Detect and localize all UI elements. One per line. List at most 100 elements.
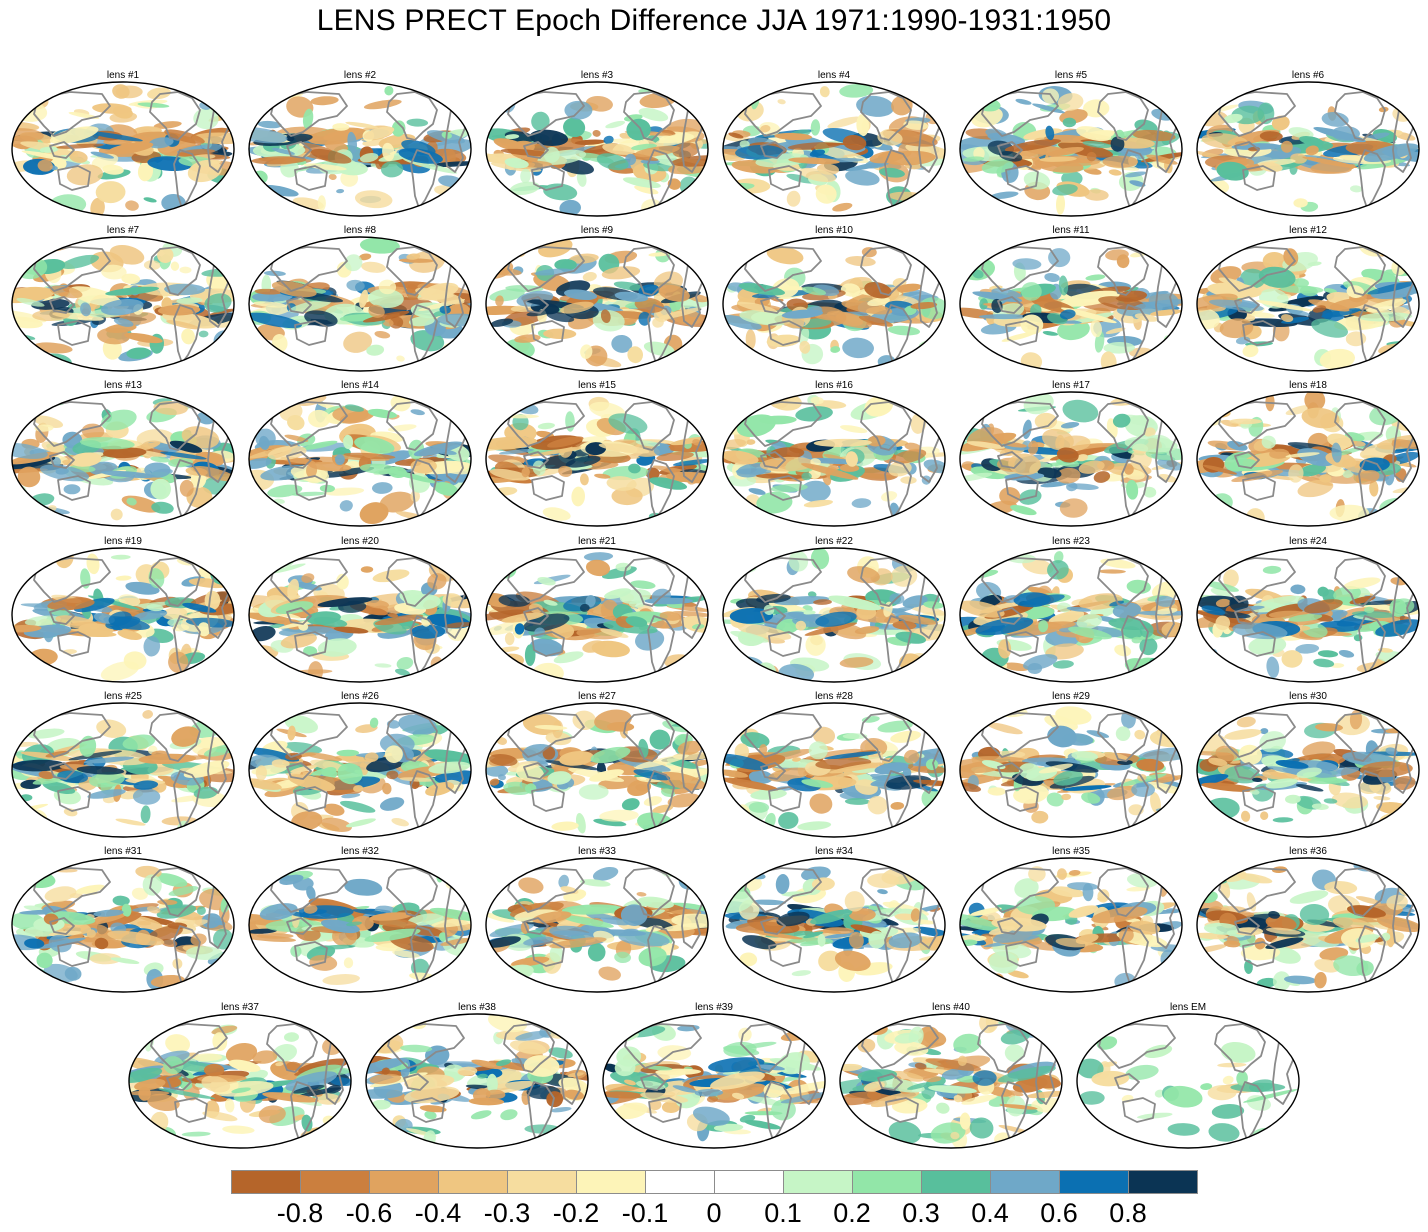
precip-blob bbox=[398, 714, 437, 736]
precip-blob bbox=[1066, 606, 1091, 612]
precip-blob bbox=[1138, 747, 1182, 762]
precip-blob bbox=[898, 614, 937, 625]
precip-blob bbox=[653, 444, 671, 457]
precip-blob bbox=[638, 946, 667, 967]
precip-blob bbox=[287, 415, 305, 431]
map-panel: lens #38 bbox=[364, 1002, 590, 1150]
precip-blob bbox=[611, 487, 643, 506]
figure-title: LENS PRECT Epoch Difference JJA 1971:199… bbox=[316, 4, 1112, 37]
precip-blob bbox=[903, 749, 920, 764]
precip-blob bbox=[592, 866, 619, 881]
panel-title: lens #4 bbox=[817, 70, 851, 81]
precip-blob bbox=[521, 467, 530, 478]
precip-blob bbox=[344, 254, 363, 272]
precip-blob bbox=[160, 451, 207, 460]
precip-blob bbox=[583, 552, 614, 562]
coastline bbox=[623, 401, 675, 451]
precip-blob bbox=[201, 913, 222, 929]
precip-blob bbox=[1150, 774, 1182, 784]
precip-blob bbox=[742, 935, 777, 950]
precip-blob bbox=[849, 908, 876, 922]
precip-blob bbox=[1045, 125, 1055, 141]
coastline bbox=[149, 401, 201, 451]
precip-blob bbox=[1260, 811, 1269, 820]
coastline bbox=[760, 607, 786, 625]
precip-blob bbox=[147, 87, 171, 100]
panel-title: lens #32 bbox=[341, 846, 379, 857]
precip-blob bbox=[1315, 766, 1360, 778]
coastline bbox=[270, 91, 348, 137]
precip-blob bbox=[867, 435, 886, 447]
precip-blob bbox=[1242, 344, 1259, 358]
precip-blob bbox=[1083, 189, 1109, 201]
precip-blob bbox=[800, 480, 831, 503]
precip-blob bbox=[916, 350, 945, 367]
precip-blob bbox=[1038, 763, 1073, 774]
precip-map bbox=[248, 702, 472, 838]
precip-blob bbox=[423, 749, 471, 766]
precip-blob bbox=[438, 932, 448, 942]
precip-blob bbox=[15, 707, 40, 719]
precip-blob bbox=[202, 1111, 238, 1122]
panel-title: lens #36 bbox=[1289, 846, 1327, 857]
coastline bbox=[507, 246, 585, 292]
precip-blob bbox=[1208, 757, 1228, 766]
precip-blob bbox=[844, 798, 870, 805]
precip-blob bbox=[1224, 729, 1262, 740]
precip-blob bbox=[253, 301, 287, 308]
precip-blob bbox=[488, 754, 518, 767]
precip-blob bbox=[433, 974, 457, 987]
precip-blob bbox=[489, 778, 500, 786]
precip-blob bbox=[1032, 103, 1065, 114]
coastline bbox=[1242, 786, 1276, 812]
precip-blob bbox=[925, 758, 939, 771]
precip-blob bbox=[635, 754, 689, 769]
map-panel: lens #19 bbox=[10, 536, 236, 684]
precip-blob bbox=[12, 286, 55, 304]
precip-blob bbox=[148, 568, 165, 589]
coastline bbox=[760, 296, 786, 314]
precip-blob bbox=[550, 1107, 572, 1113]
precip-blob bbox=[354, 436, 395, 454]
precip-map bbox=[722, 702, 946, 838]
precip-blob bbox=[183, 760, 230, 779]
precip-blob bbox=[839, 425, 868, 434]
precip-blob bbox=[966, 196, 992, 204]
precip-blob bbox=[406, 253, 421, 260]
precip-blob bbox=[69, 150, 88, 163]
coastline bbox=[523, 762, 549, 780]
precip-blob bbox=[760, 125, 771, 133]
precip-blob bbox=[543, 599, 558, 606]
precip-blob bbox=[666, 471, 708, 484]
precip-blob bbox=[920, 864, 933, 876]
precip-blob bbox=[537, 149, 587, 166]
precip-blob bbox=[1290, 584, 1306, 595]
coastline bbox=[623, 867, 675, 917]
coastline bbox=[860, 246, 912, 296]
precip-blob bbox=[1359, 312, 1413, 322]
precip-blob bbox=[558, 874, 570, 889]
precip-blob bbox=[542, 507, 571, 521]
precip-blob bbox=[1097, 889, 1110, 903]
precip-blob bbox=[415, 287, 465, 305]
precip-blob bbox=[163, 1056, 184, 1075]
coastline bbox=[1218, 401, 1296, 447]
precip-blob bbox=[1297, 479, 1334, 498]
precip-field bbox=[960, 392, 1182, 519]
precip-blob bbox=[171, 795, 204, 803]
precip-blob bbox=[795, 406, 833, 422]
panel-title: lens #21 bbox=[578, 536, 616, 547]
map-panel: lens #35 bbox=[958, 846, 1184, 994]
precip-blob bbox=[181, 1131, 211, 1137]
precip-blob bbox=[1134, 729, 1146, 740]
precip-blob bbox=[420, 242, 453, 249]
coastline bbox=[1097, 91, 1149, 141]
precip-map bbox=[485, 857, 709, 993]
precip-blob bbox=[171, 726, 200, 747]
precip-blob bbox=[129, 1067, 163, 1083]
precip-blob bbox=[486, 764, 509, 777]
precip-blob bbox=[301, 573, 315, 583]
precip-blob bbox=[413, 441, 463, 457]
panel-title: lens #6 bbox=[1291, 70, 1325, 81]
coastline bbox=[270, 246, 348, 292]
